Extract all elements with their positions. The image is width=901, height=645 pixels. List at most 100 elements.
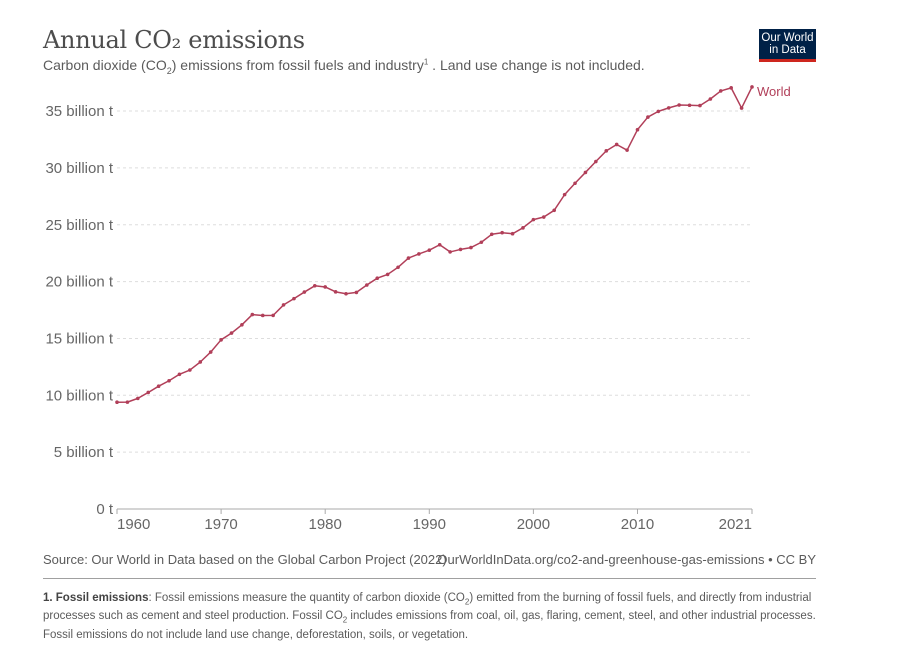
- data-point[interactable]: [312, 284, 317, 288]
- data-point[interactable]: [677, 103, 681, 107]
- subtitle-text: Carbon dioxide (CO: [43, 57, 167, 73]
- data-point[interactable]: [562, 192, 567, 197]
- data-point[interactable]: [573, 181, 577, 186]
- data-point[interactable]: [344, 291, 348, 296]
- footnote-text: ) emitted from the burning of fossil fue…: [43, 592, 812, 623]
- data-point[interactable]: [188, 368, 192, 372]
- data-point[interactable]: [739, 106, 744, 110]
- footnote: 1. Fossil emissions: Fossil emissions me…: [43, 591, 823, 642]
- data-point[interactable]: [198, 360, 203, 364]
- data-point[interactable]: [448, 250, 452, 254]
- data-point[interactable]: [698, 103, 702, 108]
- y-tick-label: 15 billion t: [45, 330, 113, 347]
- data-point[interactable]: [531, 217, 536, 222]
- footnote-marker[interactable]: 1: [423, 57, 429, 67]
- y-tick-label: 25 billion t: [45, 217, 113, 234]
- data-point[interactable]: [250, 312, 255, 317]
- data-point[interactable]: [687, 103, 692, 108]
- data-point[interactable]: [500, 230, 504, 235]
- data-point[interactable]: [542, 215, 546, 219]
- data-point[interactable]: [156, 384, 161, 389]
- data-point[interactable]: [125, 400, 130, 404]
- x-tick-label: 2021: [719, 516, 752, 533]
- x-tick-label: 1960: [117, 516, 150, 533]
- source-text: Source: Our World in Data based on the G…: [43, 552, 447, 567]
- logo-line: Our World: [761, 32, 814, 44]
- data-point[interactable]: [375, 276, 380, 280]
- footnote-subscript: 2: [464, 597, 470, 607]
- x-tick-label: 2000: [517, 516, 550, 533]
- x-tick-label: 2010: [621, 516, 654, 533]
- y-tick-label: 5 billion t: [54, 444, 114, 461]
- data-point[interactable]: [271, 313, 275, 318]
- gridlines: [117, 110, 752, 453]
- data-point[interactable]: [281, 303, 286, 307]
- data-point[interactable]: [229, 331, 234, 335]
- subtitle-text: . Land use change is not included.: [428, 57, 645, 73]
- data-point[interactable]: [417, 252, 421, 256]
- divider: [43, 578, 816, 579]
- y-tick-label: 30 billion t: [45, 160, 113, 177]
- data-point[interactable]: [333, 290, 338, 294]
- data-point[interactable]: [292, 296, 296, 301]
- data-point[interactable]: [115, 400, 119, 405]
- data-point[interactable]: [302, 290, 307, 294]
- data-point[interactable]: [208, 350, 213, 354]
- owid-logo[interactable]: Our World in Data: [759, 29, 816, 62]
- data-point[interactable]: [365, 283, 369, 287]
- data-point[interactable]: [240, 323, 244, 327]
- data-point[interactable]: [718, 89, 723, 93]
- chart-subtitle: Carbon dioxide (CO2) emissions from foss…: [43, 57, 645, 76]
- x-tick-label: 1990: [413, 516, 446, 533]
- data-point[interactable]: [396, 265, 400, 270]
- data-point[interactable]: [489, 232, 494, 237]
- data-point[interactable]: [458, 247, 463, 252]
- data-point[interactable]: [136, 396, 140, 401]
- data-point[interactable]: [437, 242, 442, 247]
- chart-title: Annual CO₂ emissions: [43, 26, 305, 54]
- data-point[interactable]: [604, 149, 609, 153]
- source-link[interactable]: OurWorldInData.org/co2-and-greenhouse-ga…: [437, 552, 816, 567]
- series-label[interactable]: World: [757, 84, 791, 99]
- x-tick-label: 1980: [309, 516, 342, 533]
- data-point[interactable]: [167, 378, 171, 383]
- data-point[interactable]: [469, 245, 473, 250]
- data-point[interactable]: [583, 170, 588, 175]
- data-point[interactable]: [260, 313, 265, 318]
- data-point[interactable]: [750, 85, 754, 89]
- data-point[interactable]: [427, 248, 432, 253]
- footnote-text: includes emissions from coal, oil, gas, …: [43, 610, 816, 641]
- data-point[interactable]: [219, 338, 223, 342]
- data-point[interactable]: [625, 148, 629, 152]
- data-point[interactable]: [594, 159, 598, 164]
- y-tick-label: 0 t: [96, 501, 114, 518]
- data-point[interactable]: [614, 142, 619, 147]
- data-point[interactable]: [177, 372, 182, 377]
- footnote-label: 1. Fossil emissions: [43, 592, 149, 604]
- logo-line: in Data: [769, 44, 806, 56]
- data-point[interactable]: [323, 285, 327, 289]
- data-point[interactable]: [521, 226, 525, 230]
- data-point[interactable]: [729, 86, 733, 90]
- line-chart: 0 t 5 billion t 10 billion t 15 billion t 20…: [45, 84, 791, 533]
- data-point[interactable]: [354, 290, 359, 295]
- y-tick-label: 20 billion t: [45, 274, 113, 291]
- y-tick-label: 10 billion t: [45, 387, 113, 404]
- subtitle-text: ) emissions from fossil fuels and indust…: [171, 57, 424, 73]
- data-point[interactable]: [479, 240, 484, 245]
- x-axis: 1960 1970 1980 1990 2000 2010 2021: [116, 508, 753, 533]
- footnote-text: : Fossil emissions measure the quantity …: [148, 592, 465, 604]
- data-point[interactable]: [385, 272, 390, 277]
- subtitle-subscript: 2: [166, 65, 172, 76]
- data-point[interactable]: [666, 106, 671, 110]
- data-point[interactable]: [406, 256, 411, 260]
- data-point[interactable]: [708, 97, 713, 101]
- data-point[interactable]: [656, 109, 661, 114]
- data-point[interactable]: [510, 231, 515, 236]
- data-point[interactable]: [646, 115, 650, 119]
- data-point[interactable]: [552, 208, 557, 213]
- data-point[interactable]: [635, 127, 640, 132]
- x-tick-label: 1970: [204, 516, 237, 533]
- series-line-world[interactable]: [116, 86, 753, 403]
- data-point[interactable]: [146, 390, 151, 395]
